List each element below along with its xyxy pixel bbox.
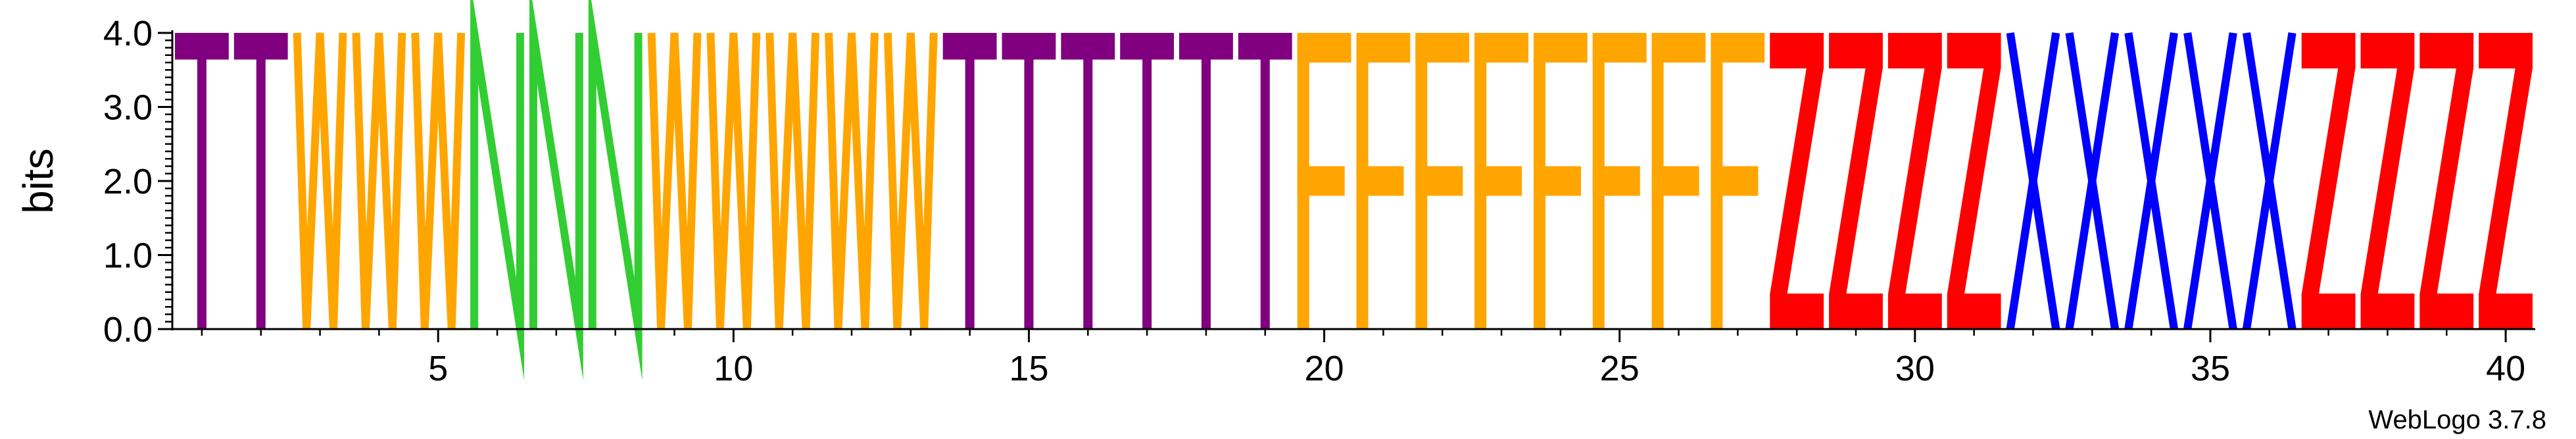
- logo-letter-W-pos-10: [706, 32, 761, 330]
- x-tick-label-5: 5: [428, 349, 448, 388]
- y-ticks: 0.0 1.0 2.0 3.0 4.0: [103, 14, 172, 349]
- x-tick-label-10: 10: [714, 349, 753, 388]
- logo-letter-Z-pos-29: [1829, 33, 1883, 329]
- logo-letter-F-pos-24: [1533, 33, 1588, 329]
- logo-letter-F-pos-20: [1297, 33, 1351, 329]
- logo-letter-T-pos-17: [1120, 33, 1175, 329]
- logo-letter-F-pos-27: [1711, 33, 1765, 329]
- x-tick-label-40: 40: [2486, 349, 2525, 388]
- x-tick-label-35: 35: [2191, 349, 2230, 388]
- x-tick-label-20: 20: [1305, 349, 1344, 388]
- y-tick-label-2.0: 2.0: [103, 162, 153, 201]
- x-tick-label-25: 25: [1600, 349, 1640, 388]
- logo-letter-Z-pos-37: [2301, 33, 2356, 329]
- logo-letter-Z-pos-40: [2479, 33, 2533, 329]
- logo-letter-X-pos-36: [2242, 32, 2297, 330]
- logo-letter-W-pos-5: [411, 32, 466, 330]
- axes: 0.0 1.0 2.0 3.0 4.0 5 10 15 20 25 30 35 40: [103, 14, 2535, 388]
- x-ticks: 5 10 15 20 25 30 35 40: [201, 329, 2525, 388]
- logo-letter-T-pos-14: [942, 33, 997, 329]
- logo-letter-X-pos-35: [2183, 32, 2237, 330]
- logo-letter-Z-pos-39: [2419, 33, 2474, 329]
- logo-letter-F-pos-26: [1651, 33, 1706, 329]
- logo-letter-W-pos-9: [647, 32, 702, 330]
- logo-letter-W-pos-12: [825, 32, 879, 330]
- logo-letter-W-pos-3: [293, 32, 347, 330]
- logo-letter-Z-pos-38: [2360, 33, 2415, 329]
- x-tick-label-15: 15: [1009, 349, 1048, 388]
- y-tick-label-4.0: 4.0: [103, 14, 153, 53]
- logo-letter-W-pos-4: [352, 32, 406, 330]
- logo-letter-F-pos-22: [1415, 33, 1470, 329]
- logo-letter-N-pos-6: [470, 0, 524, 380]
- x-tick-label-30: 30: [1895, 349, 1935, 388]
- logo-letter-W-pos-11: [766, 32, 820, 330]
- y-tick-label-1.0: 1.0: [103, 236, 153, 276]
- logo-letter-F-pos-23: [1474, 33, 1528, 329]
- logo-letter-T-pos-16: [1061, 33, 1115, 329]
- logo-letter-T-pos-18: [1179, 33, 1233, 329]
- logo-letter-X-pos-34: [2124, 32, 2178, 330]
- logo-letter-F-pos-21: [1356, 33, 1411, 329]
- logo-letter-N-pos-8: [588, 0, 643, 380]
- letters-layer: [175, 0, 2533, 380]
- y-tick-label-0.0: 0.0: [103, 310, 153, 349]
- logo-letter-W-pos-13: [883, 32, 938, 330]
- version-label: WebLogo 3.7.8: [2368, 405, 2546, 434]
- logo-letter-T-pos-19: [1238, 33, 1292, 329]
- logo-letter-Z-pos-28: [1770, 33, 1824, 329]
- logo-letter-N-pos-7: [529, 0, 583, 380]
- logo-letter-X-pos-32: [2006, 32, 2060, 330]
- logo-letter-F-pos-25: [1592, 33, 1647, 329]
- y-tick-label-3.0: 3.0: [103, 88, 153, 128]
- logo-letter-T-pos-1: [175, 33, 229, 329]
- logo-letter-T-pos-2: [233, 33, 288, 329]
- logo-letter-T-pos-15: [1002, 33, 1056, 329]
- logo-letter-X-pos-33: [2065, 32, 2120, 330]
- logo-letter-Z-pos-31: [1947, 33, 2001, 329]
- logo-letter-Z-pos-30: [1887, 33, 1942, 329]
- y-axis-label: bits: [14, 148, 62, 214]
